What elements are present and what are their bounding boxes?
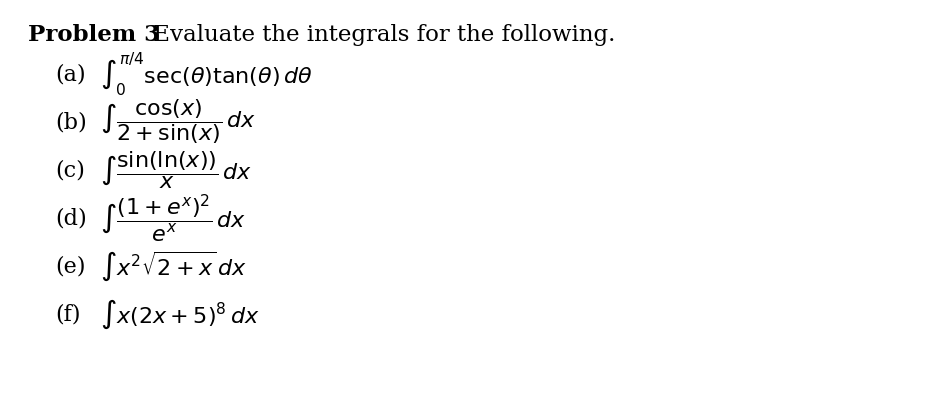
Text: (f): (f) [55,303,81,325]
Text: (c): (c) [55,159,84,181]
Text: $\int \dfrac{(1+e^x)^2}{e^x}\,dx$: $\int \dfrac{(1+e^x)^2}{e^x}\,dx$ [100,192,247,244]
Text: $\int x(2x+5)^8\,dx$: $\int x(2x+5)^8\,dx$ [100,297,260,331]
Text: $\int_0^{\pi/4} \mathrm{sec}(\theta)\tan(\theta)\,d\theta$: $\int_0^{\pi/4} \mathrm{sec}(\theta)\tan… [100,50,312,98]
Text: $\int \dfrac{\mathrm{sin}(\ln(x))}{x}\,dx$: $\int \dfrac{\mathrm{sin}(\ln(x))}{x}\,d… [100,149,252,191]
Text: (e): (e) [55,255,85,277]
Text: Evaluate the integrals for the following.: Evaluate the integrals for the following… [146,24,615,46]
Text: (b): (b) [55,111,86,133]
Text: $\int x^2\sqrt{2+x}\,dx$: $\int x^2\sqrt{2+x}\,dx$ [100,249,247,283]
Text: (d): (d) [55,207,86,229]
Text: (a): (a) [55,63,85,85]
Text: $\int \dfrac{\mathrm{cos}(x)}{2+\mathrm{sin}(x)}\,dx$: $\int \dfrac{\mathrm{cos}(x)}{2+\mathrm{… [100,98,256,147]
Text: Problem 3: Problem 3 [28,24,160,46]
